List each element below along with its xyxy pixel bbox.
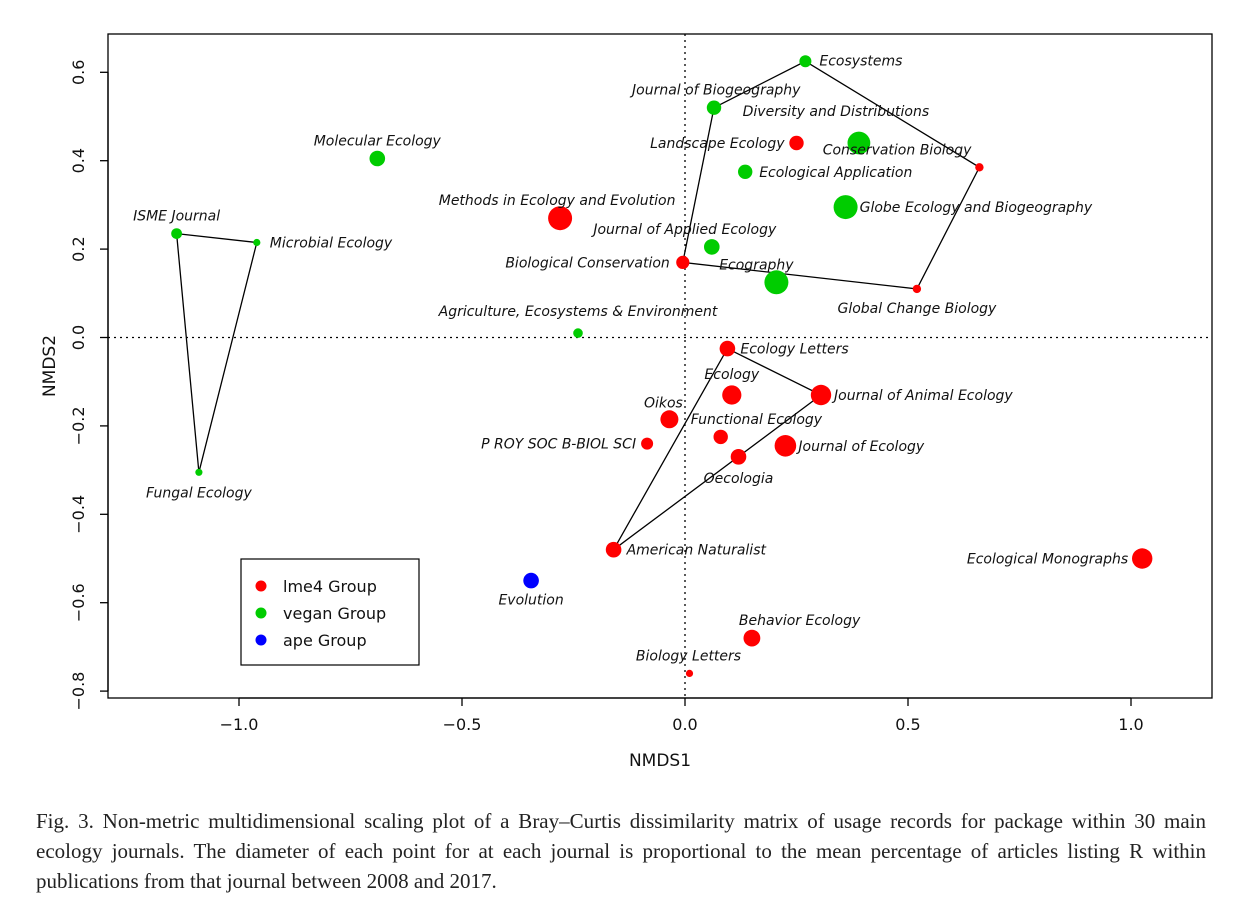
point-globe-ecology-and-biogeography xyxy=(833,195,858,220)
legend-label-ape-group: ape Group xyxy=(283,631,367,650)
label-globe-ecology-and-biogeography: Globe Ecology and Biogeography xyxy=(860,200,1093,216)
legend-marker-vegan-group xyxy=(255,607,267,619)
hull-2 xyxy=(175,232,258,473)
label-ecology: Ecology xyxy=(704,367,759,383)
label-p-roy-soc-b-biol-sci: P ROY SOC B-BIOL SCI xyxy=(481,437,636,453)
legend-label-lme4-group: lme4 Group xyxy=(283,577,377,596)
x-tick-label: 0.5 xyxy=(895,715,920,734)
point-behavior-ecology xyxy=(743,629,761,647)
legend: lme4 Group vegan Group ape Group xyxy=(240,558,420,666)
legend-marker-ape-group xyxy=(255,634,267,646)
legend-label-vegan-group: vegan Group xyxy=(283,604,386,623)
y-tick-label: 0.2 xyxy=(69,236,88,261)
point-journal-of-biogeography xyxy=(706,100,722,115)
label-journal-of-applied-ecology: Journal of Applied Ecology xyxy=(590,222,777,238)
point-p-roy-soc-b-biol-sci xyxy=(641,437,654,450)
point-labels: Ecosystems Journal of Biogeography Diversi… xyxy=(133,53,1128,664)
y-axis: −0.8 −0.6 −0.4 −0.2 0.0 0.2 0.4 0.6 xyxy=(69,60,109,711)
y-tick-label: −0.8 xyxy=(69,672,88,711)
label-ecological-monographs: Ecological Monographs xyxy=(967,552,1128,568)
point-biology-letters xyxy=(685,669,694,678)
point-ecological-monographs xyxy=(1132,548,1153,569)
reference-lines xyxy=(108,34,1212,698)
label-ecosystems: Ecosystems xyxy=(819,53,902,69)
point-oikos xyxy=(660,410,679,429)
legend-marker-lme4-group xyxy=(255,580,267,592)
point-microbial-ecology xyxy=(253,238,261,247)
label-functional-ecology: Functional Ecology xyxy=(691,412,823,428)
label-oikos: Oikos xyxy=(644,395,683,411)
nmds-chart-svg: Ecosystems Journal of Biogeography Diversi… xyxy=(40,33,1213,771)
label-landscape-ecology: Landscape Ecology xyxy=(650,136,785,152)
label-fungal-ecology: Fungal Ecology xyxy=(146,485,252,501)
label-ecology-letters: Ecology Letters xyxy=(740,342,848,358)
point-ecosystems xyxy=(799,55,812,68)
point-journal-of-animal-ecology xyxy=(810,384,832,406)
legend-box xyxy=(240,558,420,666)
nmds-plot: Ecosystems Journal of Biogeography Diversi… xyxy=(40,33,1213,771)
y-tick-label: −0.2 xyxy=(69,406,88,445)
figure-caption: Fig. 3. Non-metric multidimensional scal… xyxy=(36,809,1206,893)
point-journal-of-ecology xyxy=(774,435,797,457)
x-tick-label: 0.0 xyxy=(672,715,697,734)
point-fungal-ecology xyxy=(195,468,203,476)
hull-1 xyxy=(682,60,981,290)
x-tick-label: −1.0 xyxy=(220,715,259,734)
point-american-naturalist xyxy=(605,541,622,558)
y-axis-label: NMDS2 xyxy=(40,335,60,397)
point-diversity-and-distributions xyxy=(847,131,871,155)
point-agriculture-ecosystems-environment xyxy=(573,328,583,338)
point-methods-in-ecology-and-evolution xyxy=(548,206,573,231)
point-conservation-biology xyxy=(975,163,984,172)
point-isme-journal xyxy=(171,228,183,240)
y-tick-label: 0.4 xyxy=(69,148,88,173)
point-journal-of-applied-ecology xyxy=(704,239,720,255)
point-ecography xyxy=(764,270,789,295)
point-ecological-application xyxy=(738,164,753,179)
x-axis-label: NMDS1 xyxy=(629,751,691,771)
label-behavior-ecology: Behavior Ecology xyxy=(739,613,861,629)
label-isme-journal: ISME Journal xyxy=(133,209,220,225)
label-conservation-biology: Conservation Biology xyxy=(823,142,972,158)
y-tick-label: −0.4 xyxy=(69,495,88,534)
label-evolution: Evolution xyxy=(498,593,563,609)
point-evolution xyxy=(523,572,539,589)
label-microbial-ecology: Microbial Ecology xyxy=(270,236,393,252)
label-oecologia: Oecologia xyxy=(704,471,774,487)
label-journal-of-ecology: Journal of Ecology xyxy=(795,439,925,455)
hull-3 xyxy=(613,347,823,551)
label-global-change-biology: Global Change Biology xyxy=(837,301,997,317)
label-ecological-application: Ecological Application xyxy=(759,165,912,181)
label-american-naturalist: American Naturalist xyxy=(626,543,767,559)
label-methods-in-ecology-and-evolution: Methods in Ecology and Evolution xyxy=(439,193,676,209)
y-tick-label: 0.6 xyxy=(69,60,88,85)
point-molecular-ecology xyxy=(369,150,386,167)
x-axis: −1.0 −0.5 0.0 0.5 1.0 xyxy=(220,697,1144,734)
data-points xyxy=(171,55,1153,678)
point-biological-conservation xyxy=(676,255,690,269)
x-tick-label: 1.0 xyxy=(1118,715,1143,734)
point-landscape-ecology xyxy=(789,135,804,151)
point-functional-ecology xyxy=(713,429,728,445)
point-global-change-biology xyxy=(912,284,922,294)
group-hulls xyxy=(175,60,981,551)
label-diversity-and-distributions: Diversity and Distributions xyxy=(743,104,930,120)
point-oecologia xyxy=(730,449,747,465)
label-biological-conservation: Biological Conservation xyxy=(505,255,669,271)
label-journal-of-animal-ecology: Journal of Animal Ecology xyxy=(831,388,1013,404)
point-ecology-letters xyxy=(719,340,736,357)
point-ecology xyxy=(722,385,742,405)
y-tick-label: −0.6 xyxy=(69,583,88,622)
label-ecography: Ecography xyxy=(719,257,794,273)
label-molecular-ecology: Molecular Ecology xyxy=(314,134,442,150)
label-journal-of-biogeography: Journal of Biogeography xyxy=(629,83,801,99)
x-tick-label: −0.5 xyxy=(443,715,482,734)
label-biology-letters: Biology Letters xyxy=(636,648,741,664)
label-agriculture-ecosystems-environment: Agriculture, Ecosystems & Environment xyxy=(438,304,718,320)
y-tick-label: 0.0 xyxy=(69,325,88,350)
